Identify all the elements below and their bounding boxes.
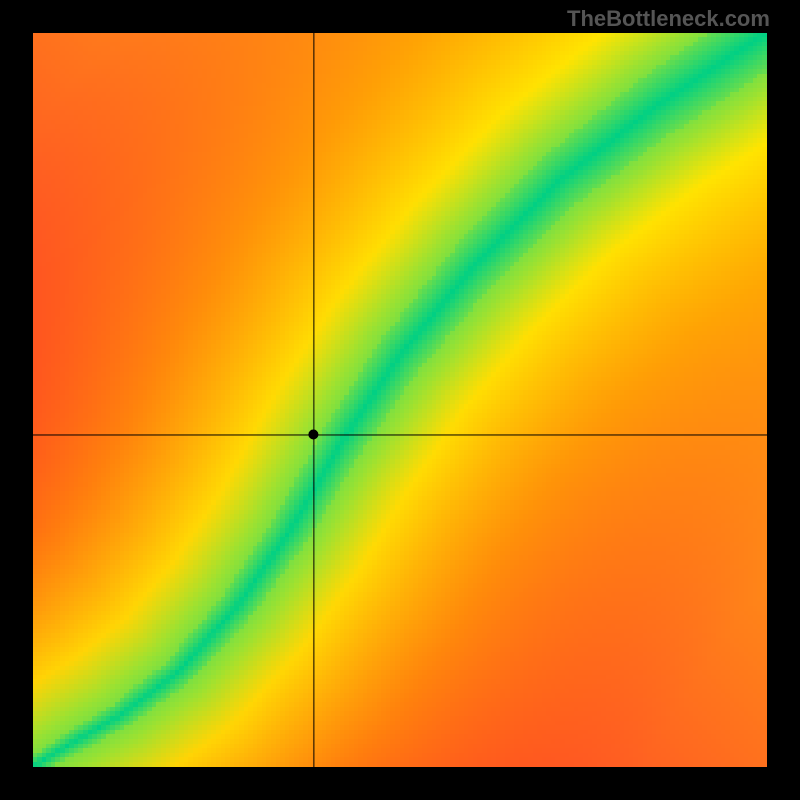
bottleneck-heatmap	[33, 33, 767, 767]
watermark-text: TheBottleneck.com	[567, 6, 770, 32]
chart-container: TheBottleneck.com	[0, 0, 800, 800]
